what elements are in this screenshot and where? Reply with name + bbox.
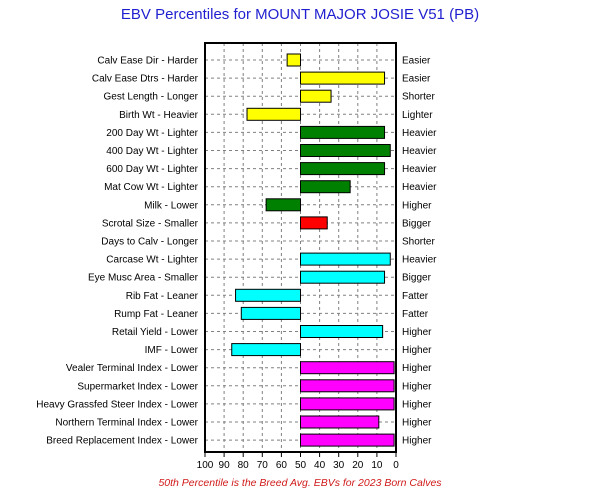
- trait-right-label: Fatter: [402, 309, 429, 320]
- trait-bar: [265, 198, 301, 212]
- trait-bar: [300, 325, 384, 338]
- trait-right-label: Higher: [402, 399, 432, 410]
- trait-bar: [300, 433, 395, 447]
- trait-bar: [240, 306, 301, 320]
- trait-right-label: Bigger: [402, 218, 432, 229]
- trait-bar: [300, 71, 386, 85]
- trait-left-label: Rib Fat - Leaner: [126, 291, 199, 302]
- trait-right-label: Heavier: [402, 255, 437, 266]
- trait-right-label: Higher: [402, 436, 432, 447]
- trait-left-label: Rump Fat - Leaner: [114, 309, 199, 320]
- trait-left-label: 400 Day Wt - Lighter: [106, 146, 198, 157]
- x-tick-label: 30: [333, 460, 345, 471]
- x-tick-label: 90: [219, 460, 231, 471]
- trait-bar: [235, 288, 301, 302]
- trait-bar: [300, 397, 395, 411]
- trait-right-label: Fatter: [402, 291, 429, 302]
- trait-left-label: Heavy Grassfed Steer Index - Lower: [36, 399, 198, 410]
- trait-bar: [300, 216, 328, 230]
- trait-left-label: Supermarket Index - Lower: [77, 381, 198, 392]
- trait-bar: [300, 125, 386, 139]
- trait-left-label: Calv Ease Dtrs - Harder: [92, 74, 199, 85]
- trait-left-label: Calv Ease Dir - Harder: [97, 56, 198, 67]
- trait-left-label: Eye Musc Area - Smaller: [88, 273, 199, 284]
- x-tick-label: 100: [197, 460, 214, 471]
- chart-title: EBV Percentiles for MOUNT MAJOR JOSIE V5…: [120, 6, 480, 23]
- trait-bar: [300, 252, 391, 266]
- trait-bar: [300, 270, 386, 284]
- trait-left-label: Days to Calv - Longer: [101, 237, 198, 248]
- bars: [231, 53, 395, 447]
- trait-right-label: Shorter: [402, 92, 435, 103]
- x-tick-label: 80: [238, 460, 250, 471]
- trait-bar: [300, 144, 391, 157]
- trait-left-label: 600 Day Wt - Lighter: [106, 164, 198, 175]
- trait-right-label: Heavier: [402, 164, 437, 175]
- trait-right-label: Lighter: [402, 110, 433, 121]
- trait-right-label: Higher: [402, 418, 432, 429]
- chart-footnote: 50th Percentile is the Breed Avg. EBVs f…: [158, 477, 442, 489]
- trait-left-label: 200 Day Wt - Lighter: [106, 128, 198, 139]
- trait-bar: [231, 343, 302, 357]
- trait-labels: Calv Ease Dir - Harder Easier Calv Ease Dt…: [36, 56, 437, 447]
- trait-left-label: Breed Replacement Index - Lower: [46, 436, 198, 447]
- trait-bar: [300, 361, 395, 375]
- trait-right-label: Heavier: [402, 182, 437, 193]
- x-tick-label: 60: [276, 460, 288, 471]
- trait-right-label: Higher: [402, 381, 432, 392]
- x-tick-label: 50: [295, 460, 307, 471]
- trait-left-label: Retail Yield - Lower: [112, 327, 199, 338]
- trait-right-label: Bigger: [402, 273, 432, 284]
- trait-right-label: Higher: [402, 345, 432, 356]
- trait-right-label: Higher: [402, 200, 432, 211]
- x-tick-label: 40: [314, 460, 326, 471]
- trait-bar: [246, 107, 302, 121]
- trait-left-label: Northern Terminal Index - Lower: [55, 418, 198, 429]
- trait-left-label: Mat Cow Wt - Lighter: [104, 182, 199, 193]
- trait-left-label: Carcase Wt - Lighter: [106, 255, 198, 266]
- trait-bar: [300, 180, 351, 194]
- trait-right-label: Higher: [402, 363, 432, 374]
- trait-left-label: Birth Wt - Heavier: [119, 110, 199, 121]
- trait-right-label: Easier: [402, 56, 431, 67]
- trait-left-label: Gest Length - Longer: [103, 92, 198, 103]
- x-tick-label: 20: [352, 460, 364, 471]
- trait-right-label: Easier: [402, 74, 431, 85]
- trait-right-label: Heavier: [402, 146, 437, 157]
- trait-bar: [286, 53, 302, 67]
- trait-left-label: Milk - Lower: [144, 200, 199, 211]
- trait-left-label: Vealer Terminal Index - Lower: [66, 363, 199, 374]
- trait-bar: [300, 415, 380, 429]
- trait-right-label: Higher: [402, 327, 432, 338]
- trait-right-label: Shorter: [402, 237, 435, 248]
- x-axis-ticks: 100 90 80 70 60 50 40 30 20 10 0: [197, 452, 399, 471]
- trait-left-label: Scrotal Size - Smaller: [102, 218, 199, 229]
- x-tick-label: 0: [393, 460, 399, 471]
- trait-left-label: IMF - Lower: [145, 345, 199, 356]
- x-tick-label: 10: [371, 460, 383, 471]
- trait-right-label: Heavier: [402, 128, 437, 139]
- trait-bar: [300, 162, 386, 176]
- x-tick-label: 70: [257, 460, 269, 471]
- trait-bar: [300, 379, 395, 393]
- trait-bar: [300, 89, 332, 103]
